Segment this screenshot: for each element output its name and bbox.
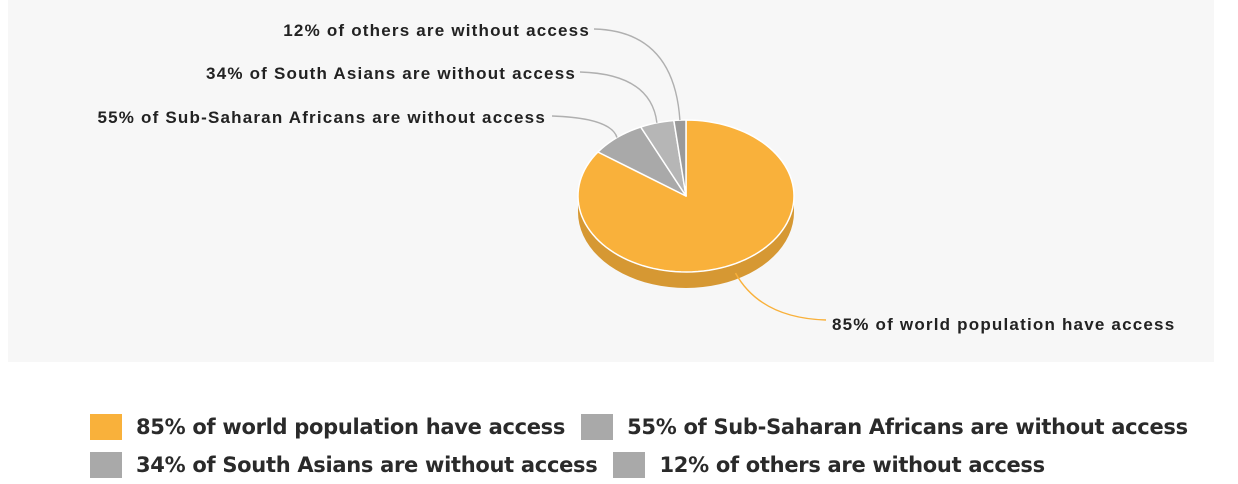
legend-item-sub-saharan: 55% of Sub-Saharan Africans are without … xyxy=(581,414,1188,440)
callout-line-0 xyxy=(734,272,827,321)
legend-label: 55% of Sub-Saharan Africans are without … xyxy=(627,415,1188,439)
legend-label: 12% of others are without access xyxy=(659,453,1045,477)
legend-item-others: 12% of others are without access xyxy=(613,452,1045,478)
slice-label-2: 34% of South Asians are without access xyxy=(206,64,576,83)
pie-top-layer xyxy=(577,119,795,273)
slice-label-0: 85% of world population have access xyxy=(832,315,1175,334)
pie-slice-2 xyxy=(639,119,687,197)
legend-row: 34% of South Asians are without access 1… xyxy=(90,446,1190,484)
slice-label-1: 55% of Sub-Saharan Africans are without … xyxy=(97,108,546,127)
legend-row: 85% of world population have access 55% … xyxy=(90,408,1190,446)
legend-swatch xyxy=(90,414,122,440)
callout-line-3 xyxy=(593,28,681,121)
callout-line-2 xyxy=(579,71,658,123)
pie-depth-layer xyxy=(578,196,794,288)
legend-label: 85% of world population have access xyxy=(136,415,566,439)
chart-legend: 85% of world population have access 55% … xyxy=(90,408,1190,484)
callout-line-1 xyxy=(551,115,618,138)
legend-label: 34% of South Asians are without access xyxy=(136,453,598,477)
slice-label-3: 12% of others are without access xyxy=(283,21,590,40)
legend-swatch xyxy=(90,452,122,478)
legend-swatch xyxy=(613,452,646,478)
legend-item-world-access: 85% of world population have access xyxy=(90,414,565,440)
pie-slice-1 xyxy=(597,126,687,197)
pie-slice-side-0 xyxy=(578,196,794,288)
legend-swatch xyxy=(581,414,614,440)
pie-slice-3 xyxy=(673,119,687,197)
legend-item-south-asians: 34% of South Asians are without access xyxy=(90,452,598,478)
callout-layer: 85% of world population have access 55% o… xyxy=(97,21,1175,334)
